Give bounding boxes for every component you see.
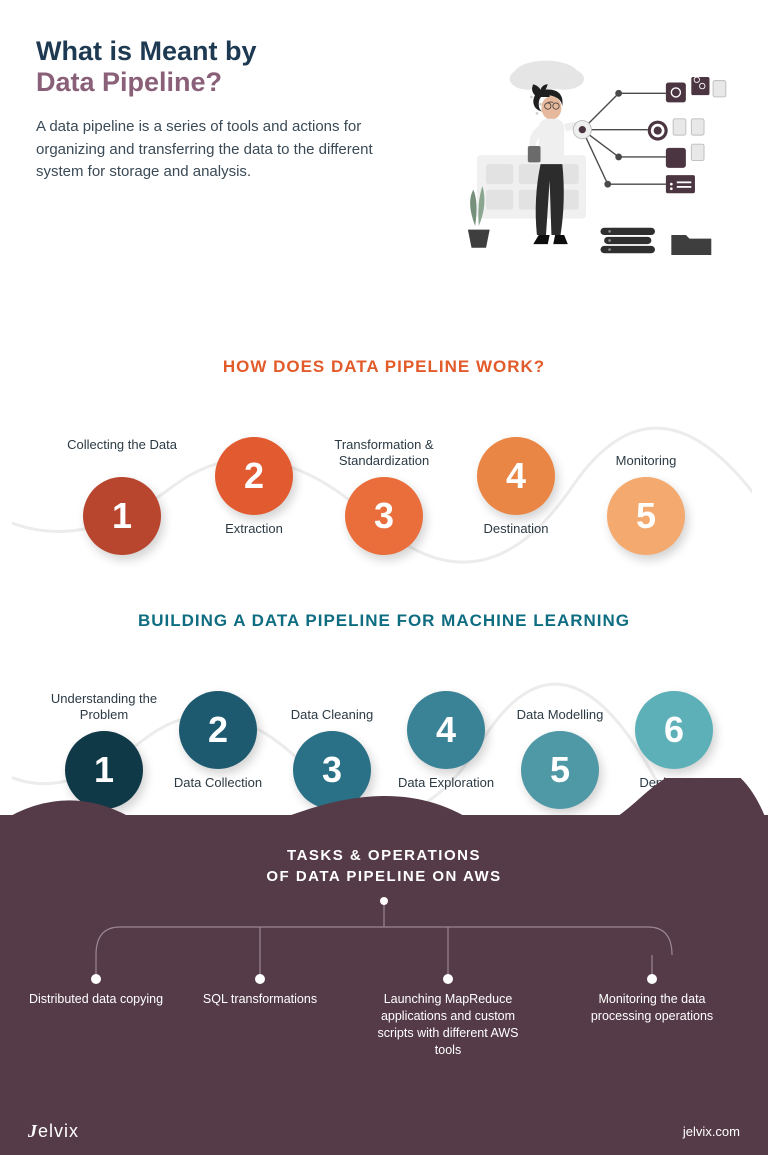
section-title-ml-pipeline: BUILDING A DATA PIPELINE FOR MACHINE LEA… [0, 611, 768, 631]
step-label-2: Extraction [184, 521, 324, 537]
hero-illustration [437, 36, 728, 301]
step-circle-2: 2 [215, 437, 293, 515]
brand-logo: Jelvix [28, 1121, 79, 1142]
task-label: Launching MapReduce applications and cus… [368, 991, 528, 1059]
footer: Jelvix jelvix.com [0, 1107, 768, 1155]
task-label: Distributed data copying [16, 991, 176, 1008]
step-circle-1: 1 [83, 477, 161, 555]
step-label-5: Monitoring [576, 453, 716, 469]
title-line-1: What is Meant by [36, 36, 437, 67]
step-circle-5: 5 [607, 477, 685, 555]
step-label-1: Collecting the Data [52, 437, 192, 453]
intro-paragraph: A data pipeline is a series of tools and… [36, 116, 376, 184]
step-label-5: Data Modelling [490, 707, 630, 723]
step-circle-4: 4 [477, 437, 555, 515]
step-label-4: Destination [446, 521, 586, 537]
task-label: Monitoring the data processing operation… [572, 991, 732, 1025]
step-label-3: Transformation & Standardization [314, 437, 454, 470]
tasks-section: TASKS & OPERATIONS OF DATA PIPELINE ON A… [0, 815, 768, 1155]
step-label-3: Data Cleaning [262, 707, 402, 723]
step-circle-4: 4 [407, 691, 485, 769]
tasks-title-line-1: TASKS & OPERATIONS [0, 845, 768, 866]
tasks-title-line-2: OF DATA PIPELINE ON AWS [0, 866, 768, 887]
footer-url: jelvix.com [683, 1124, 740, 1139]
step-circle-3: 3 [345, 477, 423, 555]
step-label-1: Understanding the Problem [34, 691, 174, 724]
step-circle-6: 6 [635, 691, 713, 769]
task-label: SQL transformations [180, 991, 340, 1008]
steps-how-it-works: 1 Collecting the Data 2 Extraction 3 Transfor… [32, 395, 736, 575]
title-line-2: Data Pipeline? [36, 67, 437, 98]
section-title-how-it-works: HOW DOES DATA PIPELINE WORK? [0, 357, 768, 377]
step-circle-2: 2 [179, 691, 257, 769]
